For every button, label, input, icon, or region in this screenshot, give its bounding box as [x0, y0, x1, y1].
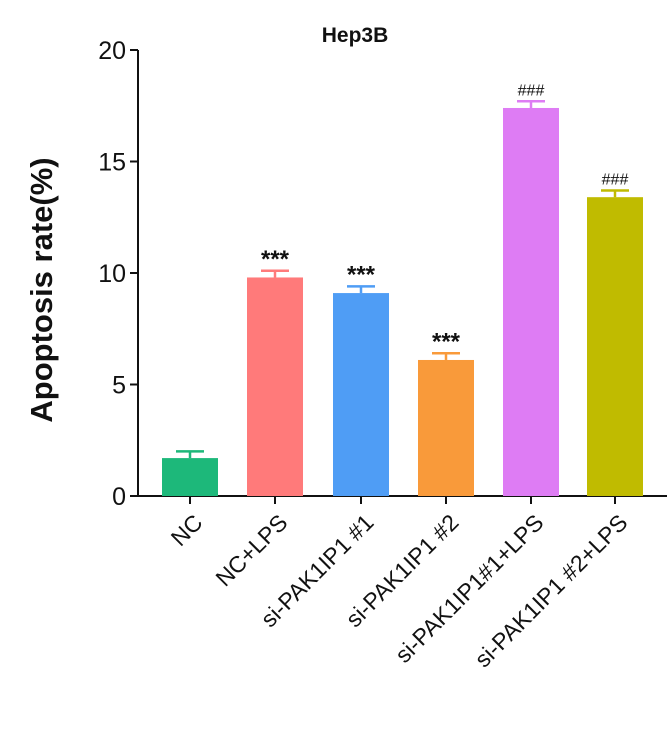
bar [587, 197, 643, 496]
axes [130, 49, 667, 504]
significance-label: *** [432, 328, 461, 355]
y-tick-label: 20 [98, 37, 126, 65]
y-tick-label: 5 [112, 372, 126, 400]
y-tick-label: 10 [98, 260, 126, 288]
y-axis-label: Apoptosis rate(%) [24, 157, 59, 422]
y-tick-label: 0 [112, 483, 126, 511]
x-tick-label: NC [166, 509, 208, 551]
x-tick-label: NC+LPS [210, 509, 292, 591]
x-tick-label: si-PAK1IP1#1+LPS [390, 509, 549, 668]
significance-label: ### [602, 171, 629, 188]
bar [503, 107, 559, 496]
chart-title: Hep3B [322, 24, 389, 47]
bars: *** *** *** ### ### [162, 82, 643, 496]
x-tick-label: si-PAK1IP1 #2+LPS [469, 509, 632, 672]
significance-label: *** [261, 246, 290, 273]
bar [418, 359, 474, 496]
y-tick-label: 15 [98, 149, 126, 177]
significance-label: ### [518, 82, 545, 99]
bar [247, 277, 303, 496]
bar [333, 293, 389, 496]
significance-label: *** [347, 261, 376, 288]
bar [162, 458, 218, 496]
